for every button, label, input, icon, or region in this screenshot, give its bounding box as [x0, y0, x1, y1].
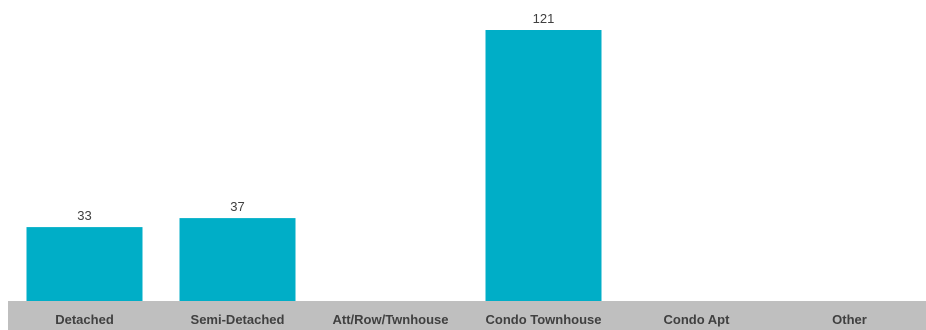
category-label: Condo Apt — [664, 312, 731, 327]
category-axis-band — [8, 301, 926, 330]
bar-condo-townhouse — [485, 30, 602, 301]
category-label: Condo Townhouse — [485, 312, 601, 327]
category-label: Detached — [55, 312, 114, 327]
bar-semi-detached — [179, 218, 296, 301]
data-label: 33 — [77, 208, 91, 223]
category-label: Att/Row/Twnhouse — [332, 312, 448, 327]
category-label: Semi-Detached — [191, 312, 285, 327]
bars-group — [26, 30, 602, 301]
bar-detached — [26, 227, 143, 301]
data-label: 37 — [230, 199, 244, 214]
category-labels-group: Detached Semi-Detached Att/Row/Twnhouse Con… — [55, 312, 867, 327]
value-labels-group: 33 37 121 — [77, 11, 554, 223]
category-label: Other — [832, 312, 867, 327]
data-label: 121 — [533, 11, 555, 26]
